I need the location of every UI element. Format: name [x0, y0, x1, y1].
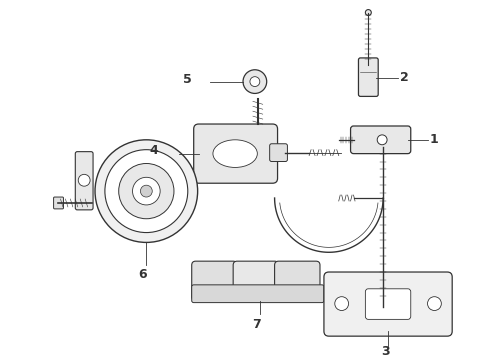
Circle shape — [132, 177, 160, 205]
Ellipse shape — [213, 140, 257, 167]
FancyBboxPatch shape — [192, 261, 237, 301]
Circle shape — [243, 70, 267, 94]
Circle shape — [95, 140, 197, 242]
Circle shape — [335, 297, 348, 311]
Circle shape — [119, 163, 174, 219]
Circle shape — [250, 77, 260, 86]
Text: 2: 2 — [400, 71, 409, 84]
FancyBboxPatch shape — [194, 124, 277, 183]
Circle shape — [428, 297, 441, 311]
Text: 4: 4 — [149, 144, 158, 157]
Text: 6: 6 — [139, 269, 147, 282]
Circle shape — [78, 174, 90, 186]
FancyBboxPatch shape — [75, 152, 93, 210]
FancyBboxPatch shape — [192, 285, 324, 303]
Text: 3: 3 — [381, 346, 390, 359]
Circle shape — [377, 135, 387, 145]
FancyBboxPatch shape — [359, 58, 378, 96]
Text: 7: 7 — [252, 318, 261, 331]
Circle shape — [141, 185, 152, 197]
Circle shape — [105, 150, 188, 233]
Text: 5: 5 — [183, 73, 192, 86]
FancyBboxPatch shape — [270, 144, 288, 162]
FancyBboxPatch shape — [274, 261, 320, 301]
FancyBboxPatch shape — [366, 289, 411, 319]
FancyBboxPatch shape — [324, 272, 452, 336]
FancyBboxPatch shape — [350, 126, 411, 154]
FancyBboxPatch shape — [233, 261, 278, 301]
Circle shape — [366, 10, 371, 15]
Text: 1: 1 — [430, 133, 438, 146]
FancyBboxPatch shape — [53, 197, 64, 209]
